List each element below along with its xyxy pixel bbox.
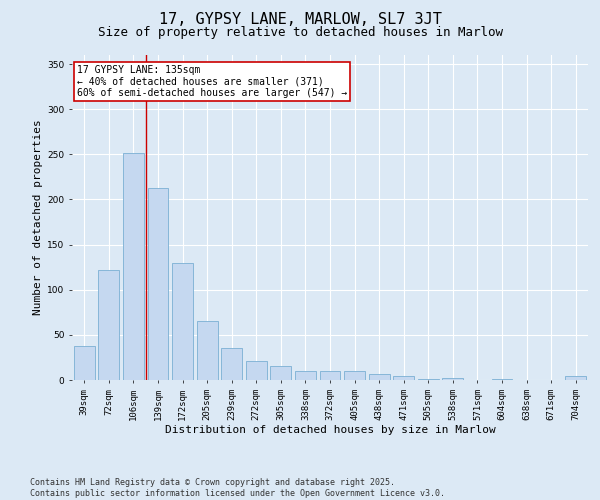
Bar — [295, 371, 316, 380]
Bar — [491, 379, 512, 380]
Bar — [442, 378, 463, 380]
Bar — [344, 371, 365, 380]
Bar — [221, 348, 242, 380]
Text: 17, GYPSY LANE, MARLOW, SL7 3JT: 17, GYPSY LANE, MARLOW, SL7 3JT — [158, 12, 442, 28]
Y-axis label: Number of detached properties: Number of detached properties — [33, 120, 43, 316]
Bar — [123, 152, 144, 380]
Bar — [565, 376, 586, 380]
Bar — [368, 374, 389, 380]
Bar — [418, 379, 439, 380]
Bar — [172, 262, 193, 380]
Bar — [246, 361, 267, 380]
Bar — [271, 366, 292, 380]
Bar — [98, 270, 119, 380]
Text: Contains HM Land Registry data © Crown copyright and database right 2025.
Contai: Contains HM Land Registry data © Crown c… — [30, 478, 445, 498]
Bar — [320, 371, 340, 380]
Text: 17 GYPSY LANE: 135sqm
← 40% of detached houses are smaller (371)
60% of semi-det: 17 GYPSY LANE: 135sqm ← 40% of detached … — [77, 64, 347, 98]
Bar — [74, 346, 95, 380]
Bar — [393, 376, 414, 380]
X-axis label: Distribution of detached houses by size in Marlow: Distribution of detached houses by size … — [164, 426, 496, 436]
Text: Size of property relative to detached houses in Marlow: Size of property relative to detached ho… — [97, 26, 503, 39]
Bar — [148, 188, 169, 380]
Bar — [197, 322, 218, 380]
